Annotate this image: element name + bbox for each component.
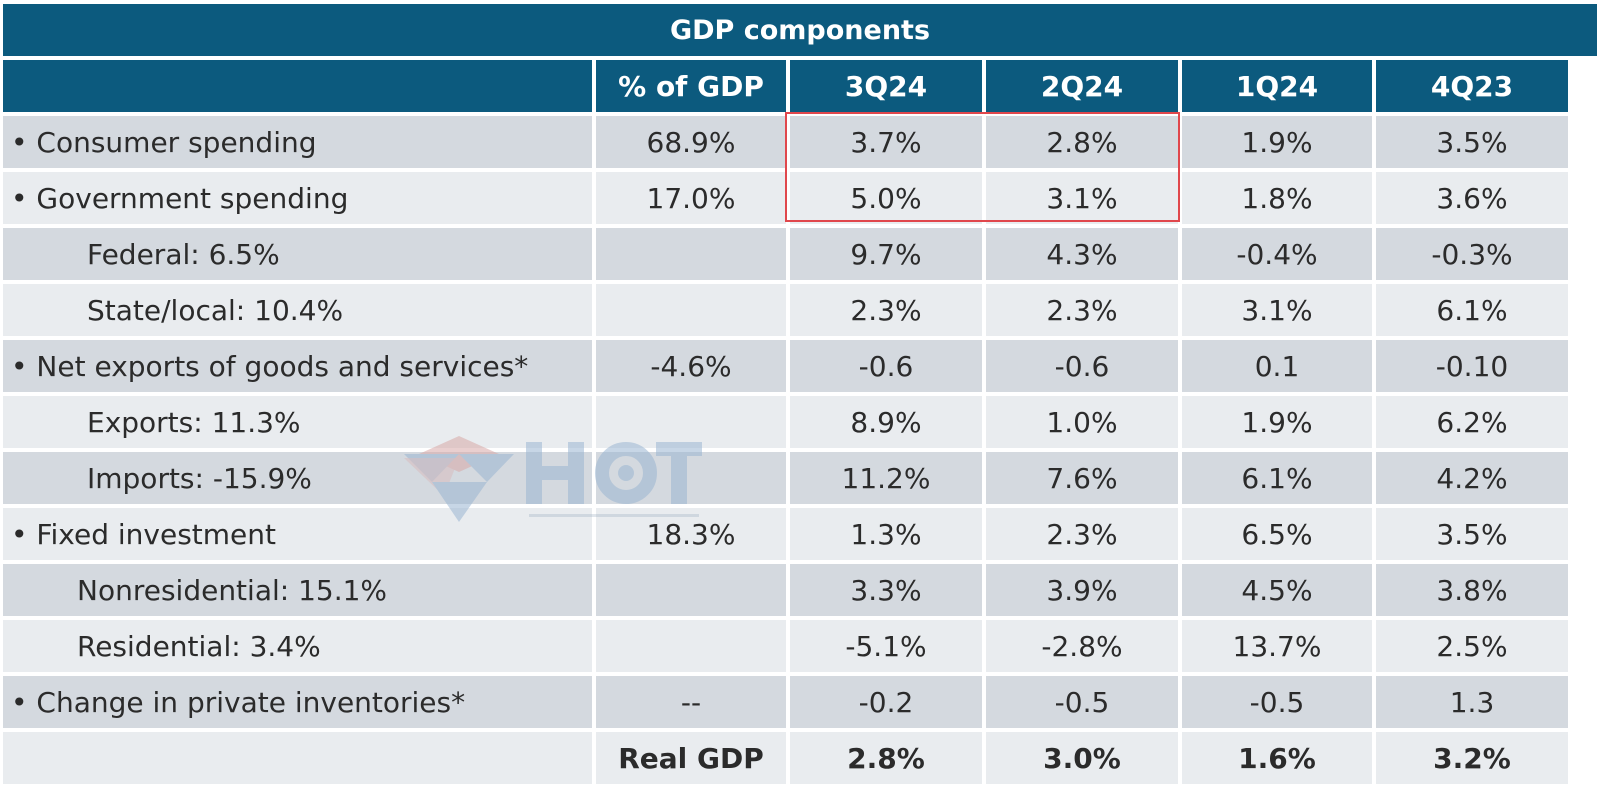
table-cell: 3.9% — [986, 564, 1178, 616]
table-cell: 2.3% — [986, 508, 1178, 560]
table-cell: 6.5% — [1182, 508, 1372, 560]
table-cell: 11.2% — [790, 452, 982, 504]
row-label: Exports: 11.3% — [3, 396, 592, 448]
table-cell: -5.1% — [790, 620, 982, 672]
row-label: • Government spending — [3, 172, 592, 224]
table-row: Residential: 3.4% -5.1% -2.8% 13.7% 2.5% — [3, 620, 1600, 672]
row-label: • Net exports of goods and services* — [3, 340, 592, 392]
header-cell: 4Q23 — [1376, 60, 1568, 112]
table-cell — [596, 228, 786, 280]
table-cell — [596, 620, 786, 672]
table-cell: -0.5 — [986, 676, 1178, 728]
table-cell: 9.7% — [790, 228, 982, 280]
table-row: Real GDP 2.8% 3.0% 1.6% 3.2% — [3, 732, 1600, 784]
table-cell: 18.3% — [596, 508, 786, 560]
table-cell: 5.0% — [790, 172, 982, 224]
table-cell: 1.3% — [790, 508, 982, 560]
row-label — [3, 732, 592, 784]
table-cell: 3.1% — [1182, 284, 1372, 336]
row-label: Nonresidential: 15.1% — [3, 564, 592, 616]
table-cell: -0.3% — [1376, 228, 1568, 280]
table-cell: -- — [596, 676, 786, 728]
gdp-components-table: % of GDP 3Q24 2Q24 1Q24 4Q23 • Consumer … — [3, 60, 1600, 788]
table-cell: 3.2% — [1376, 732, 1568, 784]
table-cell: 4.5% — [1182, 564, 1372, 616]
row-label: Residential: 3.4% — [3, 620, 592, 672]
table-cell: -2.8% — [986, 620, 1178, 672]
table-cell: 6.2% — [1376, 396, 1568, 448]
table-row: • Government spending 17.0% 5.0% 3.1% 1.8% 3.… — [3, 172, 1600, 224]
table-cell — [596, 564, 786, 616]
table-cell: 3.7% — [790, 116, 982, 168]
table-cell: 1.0% — [986, 396, 1178, 448]
table-cell: 4.3% — [986, 228, 1178, 280]
table-cell: -0.4% — [1182, 228, 1372, 280]
table-cell: 3.0% — [986, 732, 1178, 784]
table-cell: 3.1% — [986, 172, 1178, 224]
row-label: State/local: 10.4% — [3, 284, 592, 336]
row-label: • Change in private inventories* — [3, 676, 592, 728]
table-cell: 6.1% — [1182, 452, 1372, 504]
table-cell: 1.9% — [1182, 396, 1372, 448]
table-cell: 8.9% — [790, 396, 982, 448]
table-cell: 3.5% — [1376, 508, 1568, 560]
table-cell: 3.8% — [1376, 564, 1568, 616]
table-cell: -0.6 — [986, 340, 1178, 392]
row-label: Federal: 6.5% — [3, 228, 592, 280]
header-cell: 2Q24 — [986, 60, 1178, 112]
header-cell: 3Q24 — [790, 60, 982, 112]
table-cell — [596, 452, 786, 504]
table-cell: 1.8% — [1182, 172, 1372, 224]
table-cell: -0.6 — [790, 340, 982, 392]
table-title: GDP components — [3, 4, 1597, 56]
row-label: • Fixed investment — [3, 508, 592, 560]
table-cell: 17.0% — [596, 172, 786, 224]
table-row: State/local: 10.4% 2.3% 2.3% 3.1% 6.1% — [3, 284, 1600, 336]
table-row: Federal: 6.5% 9.7% 4.3% -0.4% -0.3% — [3, 228, 1600, 280]
table-cell: -0.5 — [1182, 676, 1372, 728]
table-row: Exports: 11.3% 8.9% 1.0% 1.9% 6.2% — [3, 396, 1600, 448]
table-cell: 3.6% — [1376, 172, 1568, 224]
table-cell — [596, 284, 786, 336]
table-row: • Fixed investment 18.3% 1.3% 2.3% 6.5% 3.5% — [3, 508, 1600, 560]
table-cell: -4.6% — [596, 340, 786, 392]
row-label: Imports: -15.9% — [3, 452, 592, 504]
table-cell: 2.8% — [986, 116, 1178, 168]
table-cell: 2.8% — [790, 732, 982, 784]
table-cell: -0.2 — [790, 676, 982, 728]
table-cell: 7.6% — [986, 452, 1178, 504]
table-cell: 3.3% — [790, 564, 982, 616]
table-cell: 4.2% — [1376, 452, 1568, 504]
table-row: • Change in private inventories* -- -0.2 -0… — [3, 676, 1600, 728]
table-row: Nonresidential: 15.1% 3.3% 3.9% 4.5% 3.8% — [3, 564, 1600, 616]
row-label: • Consumer spending — [3, 116, 592, 168]
highlight-box — [785, 112, 1180, 222]
table-cell: 1.9% — [1182, 116, 1372, 168]
table-row: Imports: -15.9% 11.2% 7.6% 6.1% 4.2% — [3, 452, 1600, 504]
header-cell — [3, 60, 592, 112]
table-row: • Consumer spending 68.9% 3.7% 2.8% 1.9% 3.5% — [3, 116, 1600, 168]
header-row: % of GDP 3Q24 2Q24 1Q24 4Q23 — [3, 60, 1600, 112]
table-cell — [596, 396, 786, 448]
header-cell: % of GDP — [596, 60, 786, 112]
table-cell: 3.5% — [1376, 116, 1568, 168]
table-cell: 13.7% — [1182, 620, 1372, 672]
table-cell: 2.3% — [986, 284, 1178, 336]
table-cell: 2.3% — [790, 284, 982, 336]
table-row: • Net exports of goods and services* -4.6… — [3, 340, 1600, 392]
header-cell: 1Q24 — [1182, 60, 1372, 112]
table-cell: 2.5% — [1376, 620, 1568, 672]
table-cell: 1.6% — [1182, 732, 1372, 784]
table-cell: -0.10 — [1376, 340, 1568, 392]
table-cell: Real GDP — [596, 732, 786, 784]
table-cell: 0.1 — [1182, 340, 1372, 392]
table-cell: 68.9% — [596, 116, 786, 168]
table-cell: 1.3 — [1376, 676, 1568, 728]
table-cell: 6.1% — [1376, 284, 1568, 336]
